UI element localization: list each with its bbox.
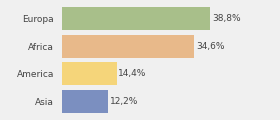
Text: 12,2%: 12,2% — [110, 97, 138, 106]
Bar — [62, 7, 210, 30]
Text: 34,6%: 34,6% — [196, 42, 224, 51]
Bar — [62, 63, 117, 85]
Text: 14,4%: 14,4% — [118, 69, 147, 78]
Bar — [62, 90, 108, 113]
Text: 38,8%: 38,8% — [212, 14, 241, 23]
Bar — [62, 35, 194, 57]
